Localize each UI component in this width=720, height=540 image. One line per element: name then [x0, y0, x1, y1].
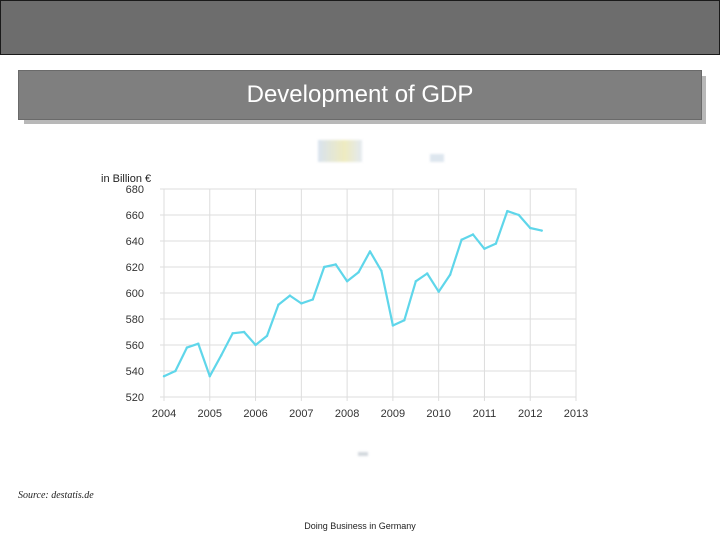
gdp-data-point — [540, 229, 543, 232]
gdp-data-point — [311, 298, 314, 301]
gdp-data-point — [448, 273, 452, 276]
gdp-data-point — [494, 242, 498, 245]
x-tick-label: 2012 — [518, 408, 542, 420]
x-tick-label: 2010 — [426, 408, 450, 420]
y-tick-label: 620 — [126, 262, 144, 274]
gdp-data-point — [162, 375, 166, 378]
gdp-data-point — [254, 343, 257, 347]
gdp-data-point — [529, 226, 532, 230]
gdp-series-line — [162, 210, 543, 378]
gdp-data-point — [414, 280, 417, 283]
y-tick-label: 560 — [126, 340, 144, 352]
x-tick-label: 2013 — [564, 408, 588, 420]
y-tick-label: 660 — [126, 210, 144, 222]
gdp-data-point — [300, 302, 303, 305]
y-tick-label: 520 — [126, 392, 144, 404]
y-axis-unit-label: in Billion € — [101, 173, 152, 185]
gdp-data-point — [357, 271, 360, 274]
gdp-data-point — [471, 233, 475, 236]
gdp-data-point — [437, 290, 440, 293]
x-tick-label: 2009 — [381, 408, 405, 420]
gdp-data-point — [323, 265, 326, 269]
x-tick-label: 2007 — [289, 408, 313, 420]
gdp-data-point — [506, 209, 509, 213]
x-tick-label: 2006 — [243, 408, 267, 420]
decorative-thumbnail — [358, 452, 368, 456]
top-bar — [0, 0, 720, 55]
gdp-data-point — [368, 250, 372, 253]
y-tick-label: 600 — [126, 288, 144, 300]
gdp-data-point — [220, 354, 223, 357]
x-tick-label: 2011 — [473, 408, 497, 420]
gdp-data-point — [460, 238, 463, 241]
gdp-data-point — [208, 375, 211, 378]
y-tick-label: 540 — [126, 366, 144, 378]
slide-title: Development of GDP — [246, 81, 474, 108]
gdp-data-point — [288, 294, 292, 297]
gdp-data-point — [403, 319, 406, 322]
y-tick-label: 580 — [126, 314, 144, 326]
gdp-data-point — [483, 247, 486, 250]
gdp-data-point — [426, 272, 429, 275]
decorative-thumbnail — [430, 154, 444, 162]
gdp-data-point — [345, 280, 349, 283]
gdp-data-point — [242, 330, 246, 334]
gdp-data-point — [380, 269, 383, 273]
footer-text: Doing Business in Germany — [304, 521, 416, 531]
gdp-data-point — [391, 324, 395, 327]
gdp-data-point — [185, 346, 189, 349]
gdp-data-point — [231, 332, 234, 335]
y-tick-label: 640 — [126, 236, 144, 248]
gdp-data-point — [277, 303, 280, 306]
x-tick-label: 2008 — [335, 408, 359, 420]
x-tick-label: 2005 — [198, 408, 222, 420]
gdp-data-point — [174, 369, 177, 373]
title-box: Development of GDP — [18, 70, 702, 120]
y-tick-label: 680 — [126, 184, 144, 196]
decorative-thumbnail — [318, 140, 362, 162]
source-note: Source: destatis.de — [18, 490, 94, 501]
gdp-data-point — [265, 334, 269, 338]
gdp-data-point — [517, 213, 520, 217]
gdp-data-point — [334, 263, 337, 266]
x-tick-label: 2004 — [152, 408, 176, 420]
gdp-data-point — [197, 342, 200, 345]
